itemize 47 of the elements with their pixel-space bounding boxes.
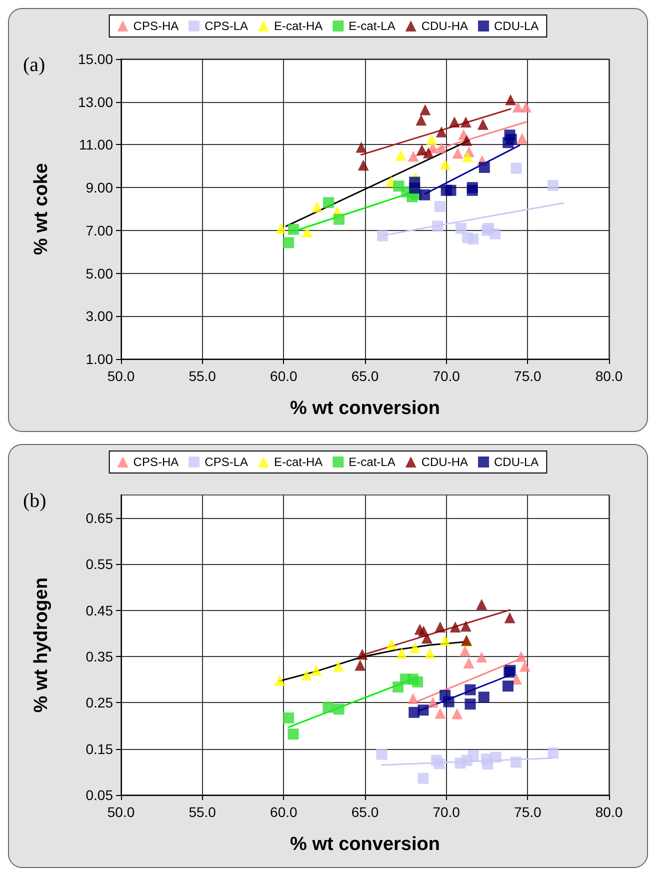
y-tick-label: 0.65: [86, 510, 114, 526]
x-tick-label: 80.0: [595, 368, 623, 384]
x-axis-title: % wt conversion: [290, 834, 440, 855]
y-axis-title: % wt coke: [31, 163, 52, 255]
x-tick-label: 50.0: [107, 368, 135, 384]
y-tick-label: 0.45: [86, 602, 114, 618]
text: (b): [23, 490, 46, 512]
y-tick-label: 0.25: [86, 694, 114, 711]
legend-label: CDU-HA: [421, 455, 468, 469]
legend-label: E-cat-HA: [274, 19, 323, 33]
x-tick-label: 60.0: [270, 368, 298, 384]
y-tick-label: 13.00: [78, 94, 114, 110]
legend-label: E-cat-LA: [348, 455, 396, 469]
x-tick-label: 55.0: [188, 804, 216, 820]
x-tick-label: 80.0: [595, 804, 623, 820]
x-tick-label: 55.0: [188, 368, 216, 384]
y-tick-label: 0.35: [86, 648, 114, 665]
y-tick-label: 15.00: [78, 51, 114, 67]
x-axis-title: % wt conversion: [290, 398, 440, 419]
legend-label: E-cat-LA: [348, 19, 396, 33]
legend-label: CPS-LA: [204, 19, 248, 33]
y-tick-label: 5.00: [86, 265, 114, 282]
text: (a): [23, 54, 46, 76]
y-axis-title: % wt hydrogen: [31, 577, 52, 713]
x-tick-label: 75.0: [514, 368, 542, 384]
legend-label: CDU-LA: [494, 19, 539, 33]
y-tick-label: 0.05: [86, 787, 114, 803]
x-tick-label: 60.0: [270, 804, 298, 820]
x-tick-label: 70.0: [432, 804, 460, 820]
y-tick-label: 1.00: [86, 351, 114, 367]
x-tick-label: 65.0: [351, 368, 379, 384]
legend-label: CPS-HA: [133, 455, 179, 469]
y-tick-label: 0.55: [86, 556, 114, 572]
legend-label: CDU-LA: [494, 455, 539, 469]
y-tick-label: 0.15: [86, 740, 114, 757]
x-tick-label: 75.0: [514, 804, 542, 820]
legend-label: E-cat-HA: [274, 455, 323, 469]
x-tick-label: 70.0: [432, 368, 460, 384]
legend-label: CPS-HA: [133, 19, 179, 33]
x-tick-label: 50.0: [107, 804, 135, 820]
y-tick-label: 11.00: [79, 136, 114, 153]
legend-label: CDU-HA: [421, 19, 468, 33]
legend-label: CPS-LA: [204, 455, 248, 469]
x-tick-label: 65.0: [351, 804, 379, 820]
y-tick-label: 9.00: [86, 180, 114, 196]
y-tick-label: 7.00: [86, 222, 114, 238]
y-tick-label: 3.00: [86, 308, 114, 324]
